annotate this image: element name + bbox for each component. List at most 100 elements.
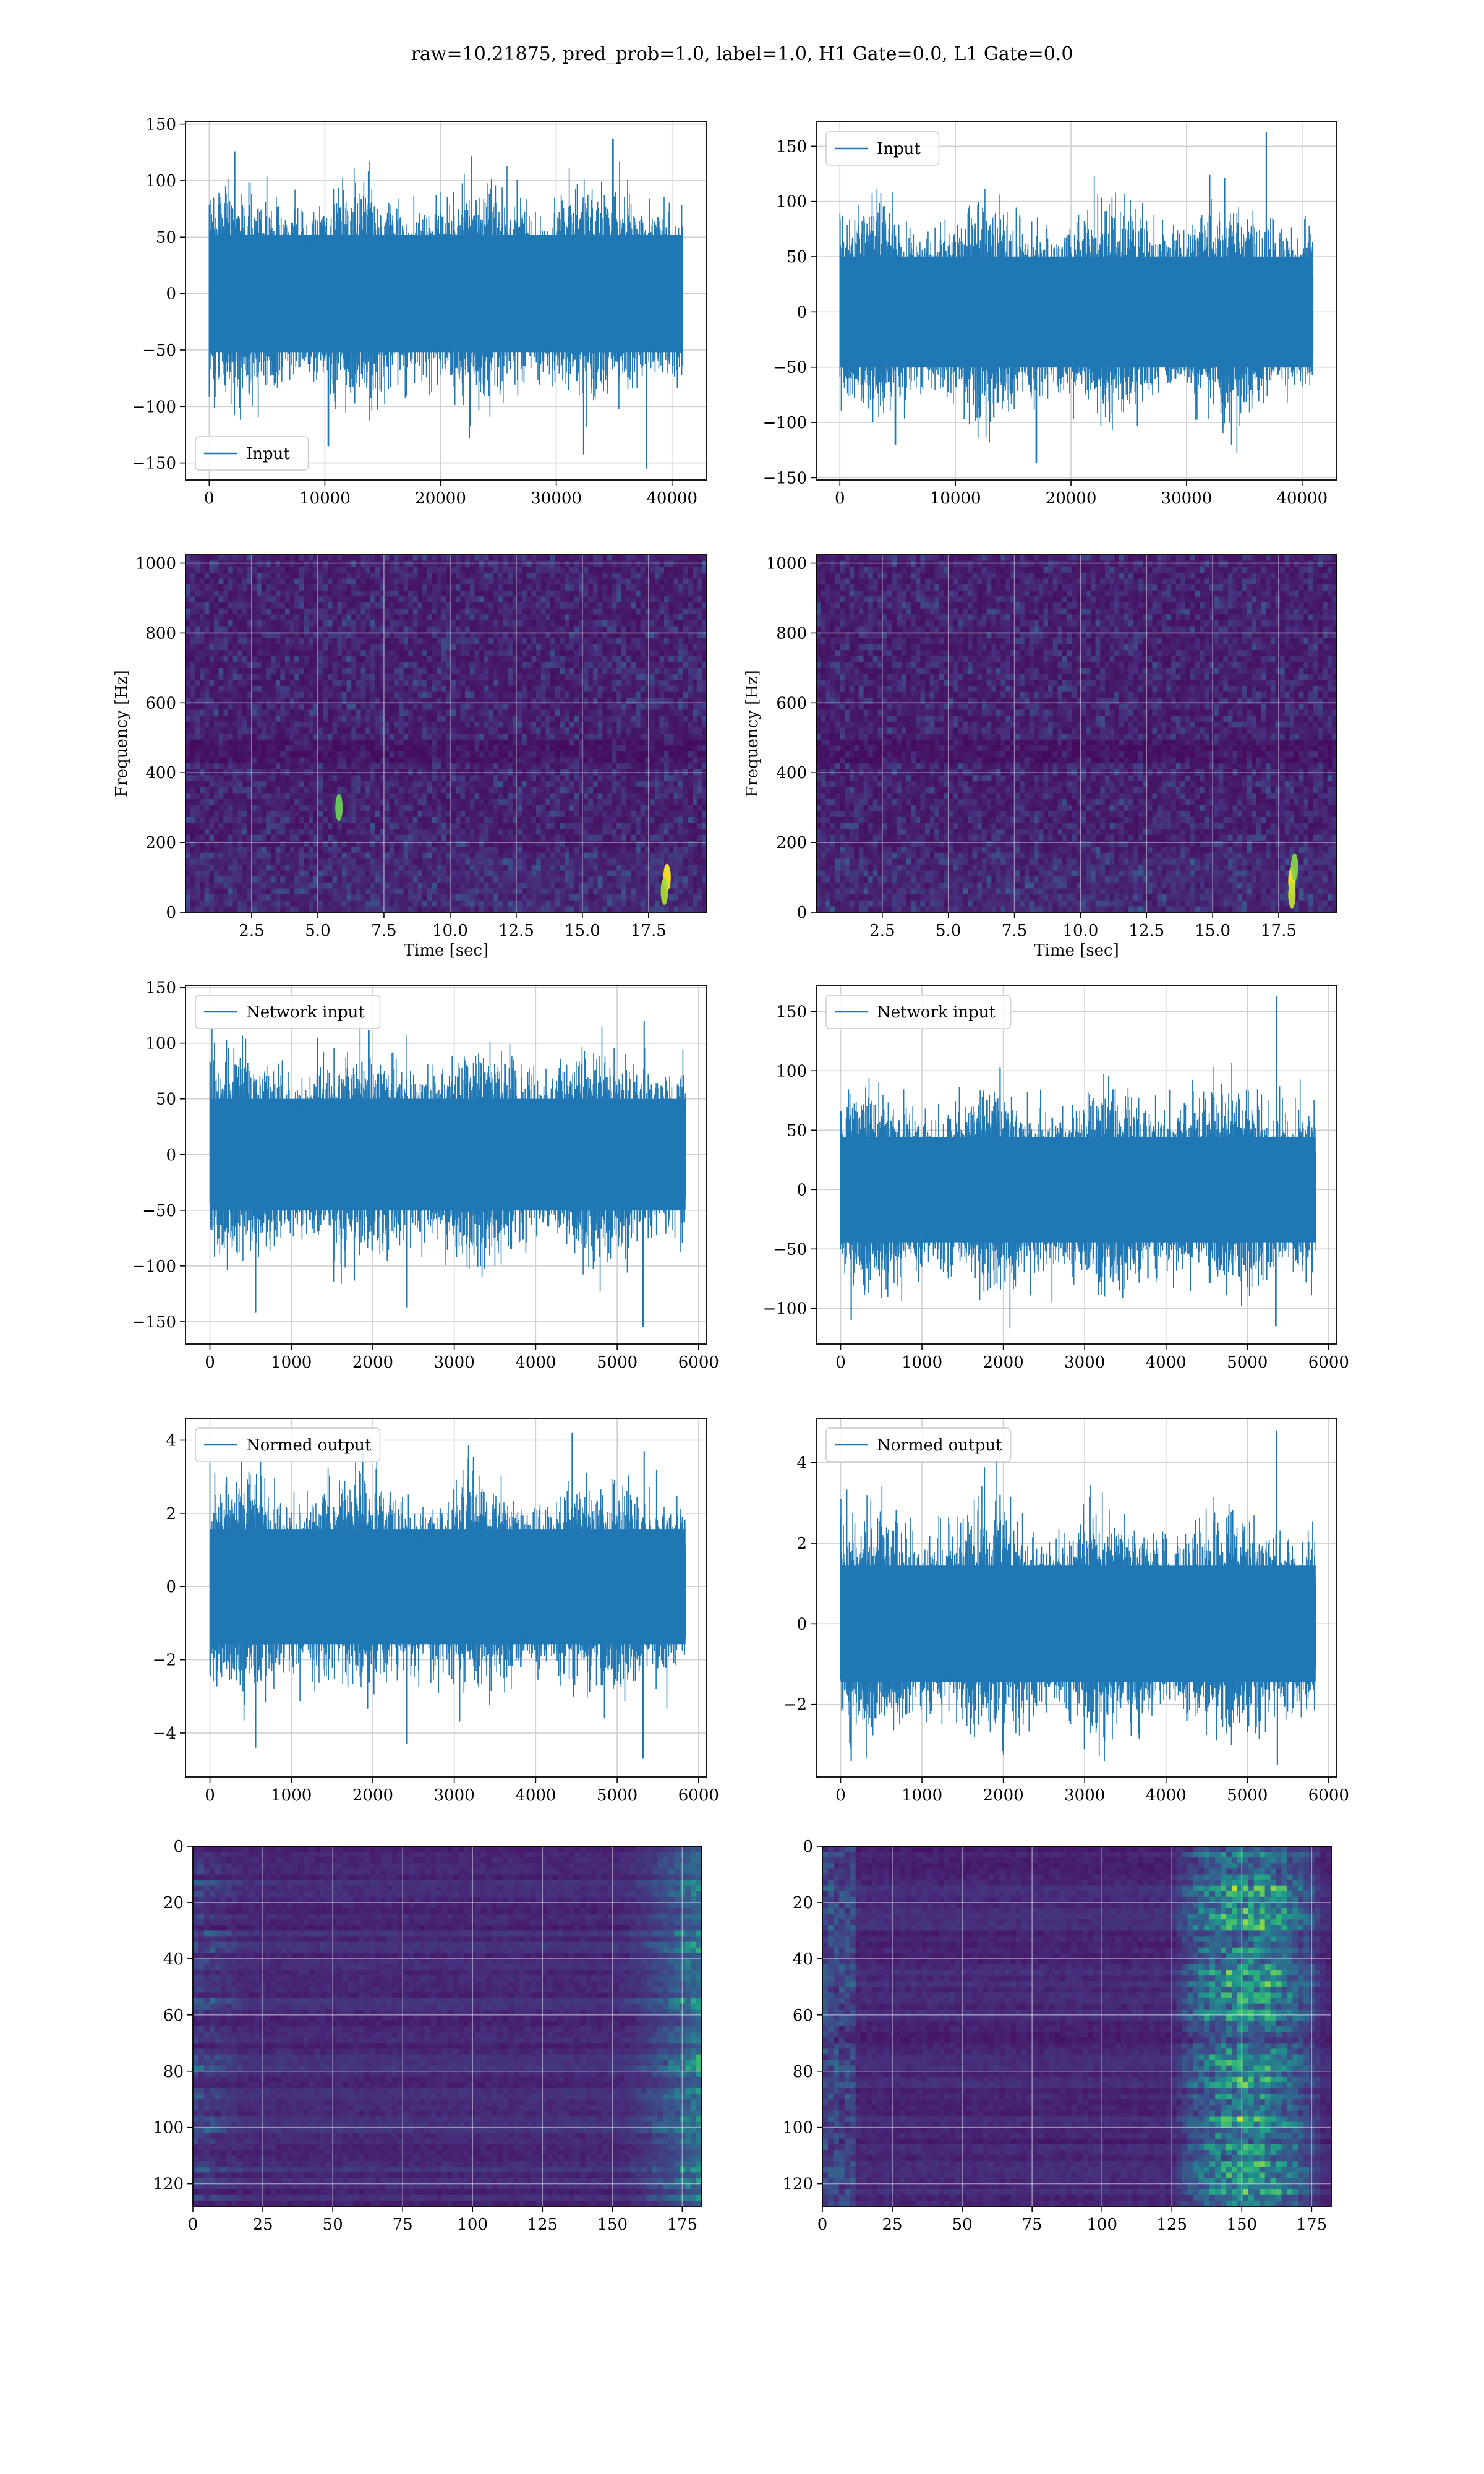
feature-map-h1-ytick-label-5: 100 — [153, 2119, 184, 2138]
network-input-h1-ytick-label-2: −50 — [142, 1202, 176, 1220]
input-l1-ytick-label-3: 0 — [796, 303, 807, 322]
feature-map-l1-xtick-label-2: 50 — [952, 2215, 973, 2234]
network-input-l1-legend-label: Network input — [877, 1003, 996, 1022]
spectrogram-h1-xtick-label-1: 5.0 — [305, 922, 330, 940]
normed-output-l1-xtick-label-6: 6000 — [1308, 1786, 1349, 1805]
normed-output-h1-xtick-label-2: 2000 — [352, 1786, 393, 1805]
network-input-h1-ticks: 0 1000 2000 3000 4000 5000 6000 −150 −100 −50 0 50 1… — [132, 979, 719, 1372]
network-input-l1-ytick-label-4: 100 — [776, 1062, 807, 1081]
normed-output-l1-xtick-label-3: 3000 — [1064, 1786, 1105, 1805]
network-input-h1-legend: Network input — [195, 995, 381, 1029]
feature-map-h1-ytick-label-3: 60 — [163, 2006, 184, 2025]
normed-output-h1-ytick-label-3: 2 — [166, 1505, 176, 1523]
input-l1-legend-label: Input — [877, 140, 921, 158]
input-h1-legend-label: Input — [246, 445, 290, 463]
spectrogram-h1-xtick-label-6: 17.5 — [631, 922, 667, 940]
feature-map-l1-ytick-label-1: 20 — [793, 1894, 813, 1912]
input-h1-frame — [185, 121, 707, 481]
spectrogram-l1-xtick-label-4: 12.5 — [1128, 922, 1164, 940]
feature-map-l1-frame — [822, 1846, 1332, 2207]
spectrogram-l1-ylabel: Frequency [Hz] — [743, 670, 762, 797]
input-h1-ytick-label-2: −50 — [142, 341, 176, 360]
normed-output-h1-ytick-label-1: −2 — [153, 1651, 176, 1670]
network-input-l1-xtick-label-3: 3000 — [1064, 1353, 1105, 1372]
network-input-h1-xtick-label-0: 0 — [205, 1353, 215, 1372]
feature-map-l1-ytick-label-3: 60 — [793, 2006, 813, 2025]
spectrogram-h1-bright-spot-2 — [335, 794, 343, 821]
network-input-l1-xtick-label-5: 5000 — [1227, 1353, 1268, 1372]
normed-output-l1-xtick-label-2: 2000 — [983, 1786, 1024, 1805]
normed-output-h1-xtick-label-6: 6000 — [678, 1786, 719, 1805]
feature-map-l1-xtick-label-6: 150 — [1226, 2215, 1257, 2234]
normed-output-l1-ytick-label-2: 2 — [796, 1534, 807, 1553]
feature-map-l1-xtick-label-4: 100 — [1086, 2215, 1117, 2234]
network-input-l1-xtick-label-0: 0 — [835, 1353, 846, 1372]
feature-map-h1-cells — [193, 1846, 702, 2207]
spectrogram-l1-ytick-label-5: 1000 — [766, 555, 807, 573]
normed-output-l1-ytick-label-3: 4 — [796, 1454, 807, 1473]
network-input-h1-xtick-label-6: 6000 — [678, 1353, 719, 1372]
network-input-l1-ytick-label-2: 0 — [796, 1181, 807, 1199]
feature-map-l1-xtick-label-7: 175 — [1297, 2215, 1328, 2234]
normed-output-h1-ticks: 0 1000 2000 3000 4000 5000 6000 −4 −2 0 2 4 — [153, 1432, 719, 1805]
input-l1-xtick-label-2: 20000 — [1046, 489, 1097, 508]
input-h1-xtick-label-1: 10000 — [299, 489, 351, 508]
normed-output-l1-xtick-label-4: 4000 — [1146, 1786, 1187, 1805]
normed-output-h1-xtick-label-0: 0 — [205, 1786, 215, 1805]
normed-output-h1-ytick-label-2: 0 — [166, 1578, 176, 1596]
network-input-h1-ytick-label-3: 0 — [166, 1146, 176, 1165]
feature-map-h1-xtick-label-6: 150 — [597, 2215, 628, 2234]
spectrogram-h1-ticks: 2.5 5.0 7.5 10.0 12.5 15.0 17.5 0 200 400 600 800 10… — [135, 555, 667, 940]
spectrogram-h1-ytick-label-2: 400 — [145, 764, 176, 782]
spectrogram-h1-ytick-label-0: 0 — [166, 904, 176, 922]
normed-output-h1-xtick-label-5: 5000 — [597, 1786, 638, 1805]
spectrogram-h1-ytick-label-5: 1000 — [135, 555, 176, 573]
feature-map-h1-ytick-label-6: 120 — [153, 2175, 184, 2194]
feature-map-l1-ytick-label-6: 120 — [782, 2175, 813, 2194]
spectrogram-l1-ytick-label-0: 0 — [796, 904, 807, 922]
spectrogram-l1-ticks: 2.5 5.0 7.5 10.0 12.5 15.0 17.5 0 200 400 600 800 10… — [766, 555, 1297, 940]
input-h1-ytick-label-3: 0 — [166, 285, 176, 304]
feature-map-l1-ticks: 0 25 50 75 100 125 150 175 0 20 40 60 80 100 120 — [782, 1838, 1327, 2234]
normed-output-h1-legend: Normed output — [195, 1427, 381, 1462]
spectrogram-l1-xtick-label-2: 7.5 — [1002, 922, 1027, 940]
network-input-l1-xtick-label-1: 1000 — [902, 1353, 942, 1372]
network-input-h1-xtick-label-5: 5000 — [597, 1353, 638, 1372]
feature-map-l1-xtick-label-3: 75 — [1022, 2215, 1043, 2234]
network-input-h1-ytick-label-5: 100 — [145, 1035, 176, 1053]
input-l1-xtick-label-3: 30000 — [1161, 489, 1213, 508]
feature-map-l1-grid — [822, 1846, 1331, 2206]
spectrogram-h1-xtick-label-5: 15.0 — [565, 922, 600, 940]
network-input-l1-xtick-label-4: 4000 — [1146, 1353, 1187, 1372]
network-input-l1-xtick-label-6: 6000 — [1308, 1353, 1349, 1372]
network-input-h1-xtick-label-1: 1000 — [271, 1353, 312, 1372]
network-input-l1-legend: Network input — [825, 995, 1012, 1029]
feature-map-h1-xtick-label-1: 25 — [253, 2215, 273, 2234]
input-l1-xtick-label-0: 0 — [835, 489, 845, 508]
normed-output-h1-ytick-label-4: 4 — [166, 1432, 176, 1450]
feature-map-h1-xtick-label-2: 50 — [323, 2215, 343, 2234]
spectrogram-h1-ytick-label-4: 800 — [145, 624, 176, 643]
feature-map-l1-xtick-label-0: 0 — [817, 2215, 828, 2234]
input-h1-ytick-label-1: −100 — [132, 398, 176, 416]
input-l1-xtick-label-4: 40000 — [1276, 489, 1328, 508]
normed-output-h1-legend-label: Normed output — [246, 1436, 372, 1455]
spectrogram-h1-ylabel: Frequency [Hz] — [113, 670, 131, 797]
spectrogram-h1-ytick-label-1: 200 — [145, 834, 176, 852]
input-l1-ytick-label-2: −50 — [773, 359, 807, 377]
spectrogram-l1-xtick-label-0: 2.5 — [869, 922, 895, 940]
normed-output-h1-xtick-label-1: 1000 — [271, 1786, 312, 1805]
spectrogram-h1-bright-spot-1 — [660, 878, 668, 905]
network-input-h1-xtick-label-2: 2000 — [352, 1353, 393, 1372]
network-input-h1-xtick-label-4: 4000 — [515, 1353, 556, 1372]
feature-map-h1-xtick-label-4: 100 — [457, 2215, 488, 2234]
network-input-h1-ytick-label-6: 150 — [145, 979, 176, 998]
feature-map-h1-ytick-label-2: 40 — [163, 1950, 184, 1969]
input-l1-legend: Input — [825, 131, 940, 166]
spectrogram-l1-ytick-label-1: 200 — [776, 834, 807, 852]
input-l1-signal-line — [839, 132, 1314, 464]
network-input-h1-frame — [185, 985, 707, 1345]
